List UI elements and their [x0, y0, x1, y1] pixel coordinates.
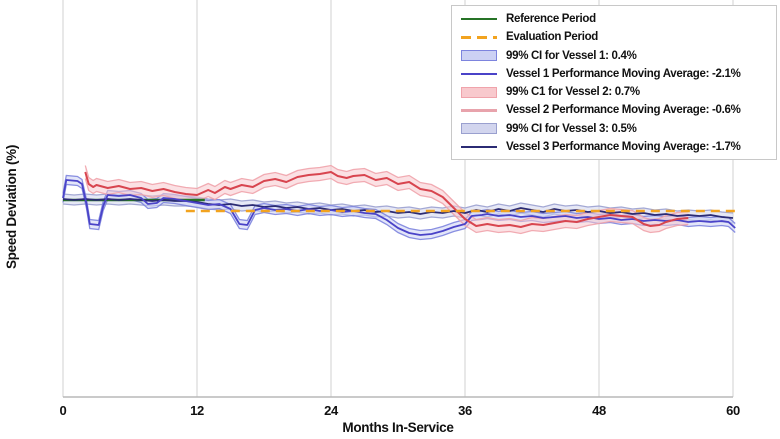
vessel1-band-lower-edge	[62, 183, 736, 241]
legend-label: 99% C1 for Vessel 2: 0.7%	[506, 86, 640, 99]
vessel1-moving-average-line	[62, 179, 736, 236]
legend-item-vessel1-moving-average: Vessel 1 Performance Moving Average: -2.…	[461, 65, 767, 83]
vessel1-ci-patch-swatch	[461, 50, 497, 62]
legend-item-vessel2-moving-average: Vessel 2 Performance Moving Average: -0.…	[461, 101, 767, 119]
x-tick-label-36: 36	[458, 403, 472, 418]
legend-item-vessel2-ci: 99% C1 for Vessel 2: 0.7%	[461, 83, 767, 101]
legend-label: 99% CI for Vessel 1: 0.4%	[506, 49, 637, 62]
vessel2-confidence-band	[85, 165, 689, 234]
legend-label: Evaluation Period	[506, 31, 599, 44]
x-tick-label-24: 24	[324, 403, 339, 418]
legend-label: Reference Period	[506, 13, 596, 25]
legend-label: Vessel 3 Performance Moving Average: -1.…	[506, 140, 741, 153]
vessel3-ci-patch-swatch	[461, 123, 497, 135]
x-tick-label-0: 0	[60, 403, 67, 418]
vessel1-line-swatch	[461, 72, 497, 76]
x-axis-label: Months In-Service	[342, 420, 454, 435]
legend-item-reference-period: Reference Period	[461, 10, 767, 28]
legend-label: 99% CI for Vessel 3: 0.5%	[506, 122, 637, 135]
legend-label: Vessel 2 Performance Moving Average: -0.…	[506, 104, 741, 117]
legend-item-vessel3-ci: 99% CI for Vessel 3: 0.5%	[461, 120, 767, 138]
vessel3-line-swatch	[461, 145, 497, 149]
x-tick-label-60: 60	[726, 403, 740, 418]
legend-item-evaluation-period: Evaluation Period	[461, 28, 767, 46]
chart-legend: Reference Period Evaluation Period 99% C…	[451, 5, 777, 160]
vessel2-ci-patch-swatch	[461, 86, 497, 98]
vessel2-line-swatch	[461, 109, 497, 112]
vessel2-moving-average-line	[84, 171, 689, 228]
x-tick-label-12: 12	[190, 403, 204, 418]
reference-period-line-swatch	[461, 17, 497, 21]
x-tick-label-48: 48	[592, 403, 606, 418]
legend-label: Vessel 1 Performance Moving Average: -2.…	[506, 67, 741, 80]
evaluation-period-dashed-swatch	[461, 35, 497, 39]
legend-item-vessel3-moving-average: Vessel 3 Performance Moving Average: -1.…	[461, 138, 767, 156]
legend-item-vessel1-ci: 99% CI for Vessel 1: 0.4%	[461, 47, 767, 65]
y-axis-label: Speed Deviation (%)	[4, 145, 19, 269]
